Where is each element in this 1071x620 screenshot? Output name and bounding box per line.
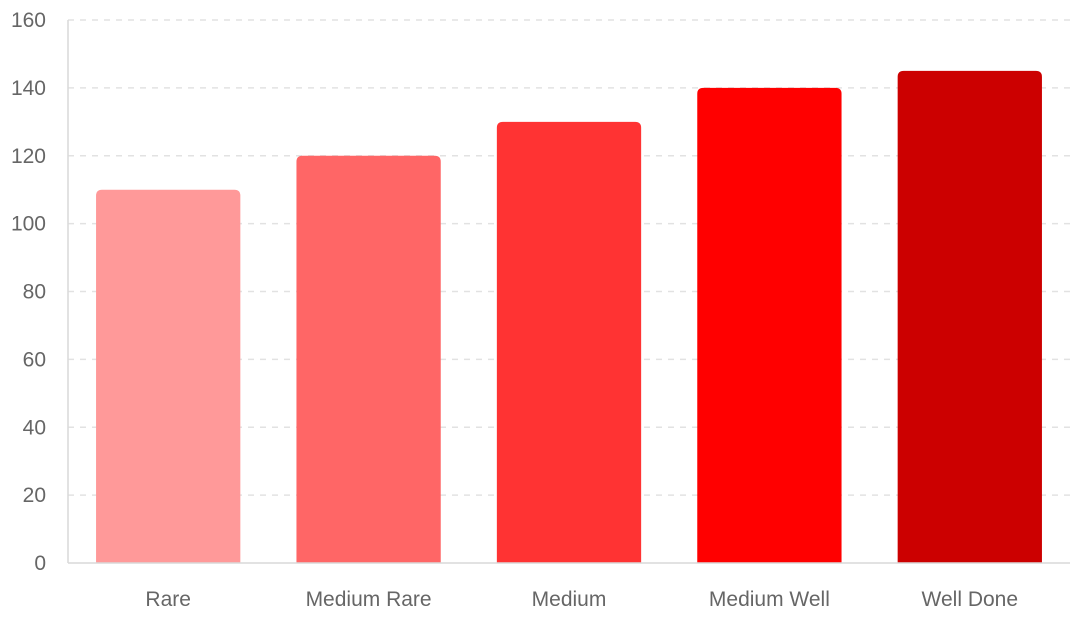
y-tick-label: 120 [11, 145, 46, 168]
bars [96, 70, 1042, 563]
x-tick-label: Medium Well [709, 588, 830, 611]
y-tick-label: 60 [23, 348, 46, 371]
x-tick-label: Medium Rare [306, 588, 432, 611]
bar-medium-rare[interactable] [296, 155, 441, 563]
bar-well-done[interactable] [897, 70, 1042, 563]
bar-medium[interactable] [496, 121, 642, 563]
bar-medium-well[interactable] [697, 87, 842, 563]
y-tick-label: 40 [23, 416, 46, 439]
axes [67, 20, 1070, 564]
y-tick-label: 160 [11, 9, 46, 32]
x-tick-label: Well Done [922, 588, 1019, 611]
y-axis-ticks: 0 20 40 60 80 100 120 140 160 [11, 9, 46, 575]
y-tick-label: 0 [34, 552, 46, 575]
x-axis-labels: Rare Medium Rare Medium Medium Well Well Don… [145, 588, 1018, 611]
bar-rare[interactable] [96, 189, 241, 563]
y-tick-label: 80 [23, 281, 46, 304]
y-tick-label: 20 [23, 484, 46, 507]
x-tick-label: Rare [145, 588, 191, 611]
y-tick-label: 100 [11, 213, 46, 236]
x-tick-label: Medium [532, 588, 607, 611]
y-tick-label: 140 [11, 77, 46, 100]
